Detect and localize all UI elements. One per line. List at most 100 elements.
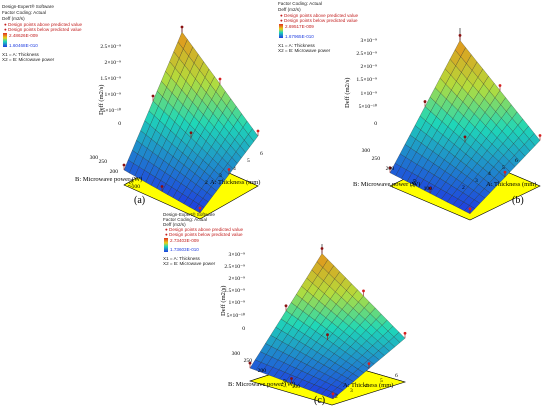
- y-ticks-a: 300 250 200 150 100: [90, 155, 141, 190]
- x-tick: 5: [380, 378, 383, 384]
- z-ticks-b: 0 5×10⁻¹⁰ 1×10⁻⁹ 1.5×10⁻⁹ 2×10⁻⁹ 2.5×10⁻…: [356, 38, 377, 127]
- design-point: [227, 168, 231, 171]
- x2-note-c: X2 = B: Microwave power: [163, 261, 216, 266]
- x2-note-a: X2 = B: Microwave power: [2, 57, 55, 62]
- x1-note-a: X1 = A: Thickness: [2, 52, 40, 57]
- y-tick: 200: [110, 169, 119, 175]
- design-point: [367, 362, 371, 366]
- surface-b: [388, 34, 542, 214]
- z-tick: 2×10⁻⁹: [105, 60, 121, 66]
- x1-note-c: X1 = A: Thickness: [163, 256, 201, 261]
- panel-b: Factor Coding: Actual Deff (m2/s) ● Desi…: [278, 1, 542, 221]
- x-axis-label-a: A: Thickness (mm): [210, 179, 260, 186]
- design-point: [290, 377, 293, 380]
- z-tick: 5×10⁻¹⁰: [359, 103, 378, 110]
- factor-coding-c: Factor Coding: Actual: [163, 217, 207, 222]
- software-name-c: Design-Expert® Software: [163, 211, 215, 217]
- y-axis-label-a: B: Microwave power (W): [75, 176, 142, 183]
- z-tick: 1.5×10⁻⁹: [100, 76, 121, 82]
- design-point: [256, 129, 260, 133]
- y-tick: 250: [99, 159, 108, 165]
- response-name-a: Deff (m2/s): [2, 16, 25, 21]
- legend-a: Design-Expert® Software Factor Coding: A…: [2, 3, 83, 62]
- x-tick: 4: [488, 171, 491, 177]
- y-axis-label-b: B: Microwave power (W): [353, 181, 420, 188]
- legend-b: Factor Coding: Actual Deff (m2/s) ● Desi…: [278, 1, 359, 53]
- legend-c: Design-Expert® Software Factor Coding: A…: [163, 211, 244, 266]
- z-tick: 1.5×10⁻⁹: [224, 288, 245, 294]
- z-axis-label-a: Deff (m2/s): [98, 85, 105, 115]
- y-tick: 100: [424, 186, 433, 192]
- colorbar-c: [164, 238, 168, 252]
- y-axis-label-c: B: Microwave power (W): [228, 381, 295, 388]
- design-point: [498, 84, 502, 87]
- z-tick: 2.5×10⁻⁹: [224, 264, 245, 270]
- design-point: [198, 206, 202, 210]
- design-point: [458, 34, 462, 37]
- z-axis-label-c: Deff (m2/s): [220, 286, 227, 316]
- z-tick: 1×10⁻⁹: [105, 92, 121, 98]
- z-tick: 2.5×10⁻⁹: [356, 51, 377, 57]
- z-tick: 1×10⁻⁹: [361, 91, 377, 97]
- x-tick: 3: [350, 388, 353, 394]
- below-note-b: ● Design points below predicted value: [280, 18, 358, 23]
- panel-label-c: (c): [314, 395, 325, 406]
- design-point: [468, 207, 472, 211]
- x-axis-label-c: A: Thickness (mm): [343, 382, 393, 389]
- z-tick: 0: [374, 121, 377, 127]
- design-point: [284, 304, 288, 308]
- design-point: [320, 247, 324, 250]
- z-tick: 3×10⁻⁹: [361, 38, 377, 44]
- y-tick: 250: [372, 156, 381, 162]
- y-tick: 100: [292, 384, 301, 390]
- y-tick: 200: [386, 166, 395, 172]
- x-tick: 5: [247, 158, 250, 164]
- lo-value-c: 1.73603E-010: [170, 247, 199, 252]
- y-tick: 250: [244, 358, 253, 364]
- y-tick: 200: [258, 368, 267, 374]
- x-tick: 3: [219, 173, 222, 179]
- y-tick: 300: [362, 148, 371, 154]
- design-point: [538, 134, 542, 137]
- y-tick: 150: [280, 378, 289, 388]
- x-tick: 6: [395, 373, 398, 379]
- z-tick: 3×10⁻⁹: [229, 252, 245, 258]
- design-point: [331, 392, 335, 396]
- x1-note-b: X1 = A: Thickness: [278, 43, 316, 48]
- z-axis-label-b: Deff (m2/s): [344, 78, 351, 108]
- design-point: [423, 100, 427, 103]
- x-axis-label-b: A: Thickness (mm): [486, 181, 536, 188]
- y-tick: 300: [90, 155, 99, 161]
- design-point: [463, 135, 467, 139]
- x-tick: 2: [462, 185, 465, 191]
- above-note-b: ● Design points above predicted value: [280, 13, 359, 18]
- z-ticks-a: 0 5×10⁻¹⁰ 1×10⁻⁹ 1.5×10⁻⁹ 2×10⁻⁹ 2.5×10⁻…: [100, 44, 121, 127]
- design-point: [189, 131, 193, 135]
- design-point: [503, 170, 507, 174]
- above-note-a: ● Design points above predicted value: [4, 22, 83, 27]
- z-tick: 5×10⁻¹⁰: [103, 107, 122, 114]
- z-tick: 2×10⁻⁹: [361, 64, 377, 70]
- panel-a: Design-Expert® Software Factor Coding: A…: [2, 3, 263, 220]
- x-tick: 6: [515, 158, 518, 164]
- hi-value-a: 2.48626E-009: [9, 33, 38, 38]
- x-tick: 6: [260, 151, 263, 157]
- design-point: [122, 163, 126, 167]
- design-point: [326, 333, 329, 337]
- design-point: [428, 186, 432, 190]
- y-tick: 300: [232, 351, 241, 357]
- x2-note-b: X2 = B: Microwave power: [278, 48, 331, 53]
- z-tick: 0: [242, 326, 245, 332]
- y-ticks-b: 300 250 200 150 100: [362, 148, 433, 192]
- z-tick: 1×10⁻⁹: [229, 300, 245, 306]
- design-point: [403, 331, 407, 335]
- design-point: [160, 185, 164, 188]
- surface-c: [248, 247, 407, 400]
- panel-label-a: (a): [134, 195, 145, 206]
- z-tick: 0: [118, 121, 121, 127]
- design-point: [388, 166, 392, 170]
- z-tick: 1.5×10⁻⁹: [356, 77, 377, 83]
- below-note-a: ● Design points below predicted value: [4, 27, 82, 32]
- response-name-b: Deff (m2/s): [278, 7, 301, 12]
